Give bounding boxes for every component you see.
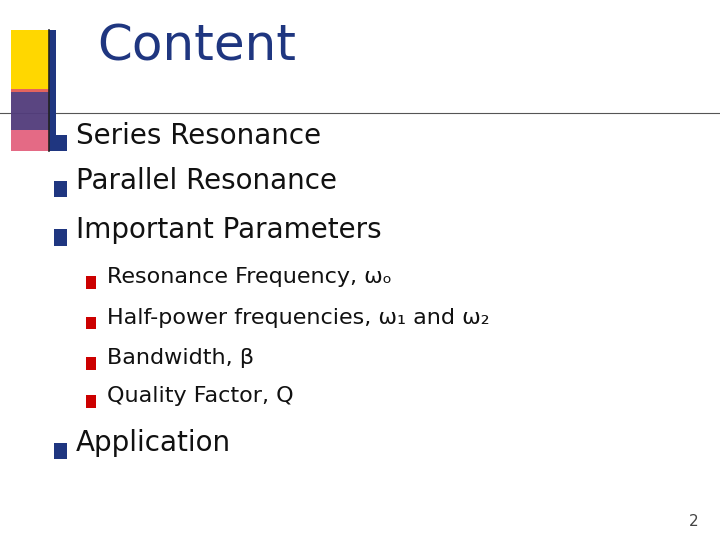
- Text: Parallel Resonance: Parallel Resonance: [76, 167, 337, 195]
- Bar: [11, 89, 50, 151]
- Bar: [86, 395, 96, 408]
- Bar: [54, 443, 67, 459]
- Text: Application: Application: [76, 429, 230, 457]
- Bar: [86, 317, 96, 329]
- Bar: [86, 357, 96, 370]
- Bar: [54, 135, 67, 151]
- Text: Quality Factor, Q: Quality Factor, Q: [107, 386, 293, 406]
- Text: Important Parameters: Important Parameters: [76, 216, 381, 244]
- Text: Resonance Frequency, ωₒ: Resonance Frequency, ωₒ: [107, 267, 392, 287]
- Text: 2: 2: [689, 514, 698, 529]
- Bar: [49, 30, 56, 151]
- Bar: [11, 92, 56, 130]
- Text: Series Resonance: Series Resonance: [76, 122, 320, 150]
- Bar: [54, 230, 67, 246]
- Text: Half-power frequencies, ω₁ and ω₂: Half-power frequencies, ω₁ and ω₂: [107, 308, 489, 328]
- Bar: [54, 181, 67, 197]
- Bar: [11, 30, 50, 92]
- Text: Content: Content: [97, 22, 296, 70]
- Text: Bandwidth, β: Bandwidth, β: [107, 348, 253, 368]
- Bar: [86, 276, 96, 289]
